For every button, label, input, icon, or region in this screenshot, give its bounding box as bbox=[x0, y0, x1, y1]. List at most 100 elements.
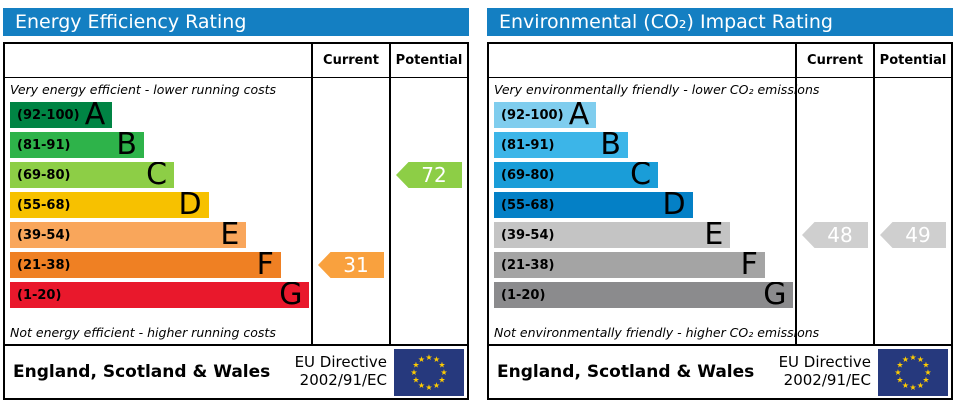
band-row-c: (69-80) C 72 bbox=[5, 160, 467, 190]
band-row-f: (21-38) F 31 bbox=[5, 250, 467, 280]
environmental-impact-panel: Environmental (CO₂) Impact Rating Curren… bbox=[487, 8, 953, 400]
band-range: (1-20) bbox=[501, 287, 546, 303]
svg-text:★: ★ bbox=[922, 375, 929, 384]
svg-text:★: ★ bbox=[433, 381, 440, 390]
band-range: (92-100) bbox=[501, 107, 564, 123]
band-letter: C bbox=[146, 162, 168, 188]
band-row-e: (39-54) E bbox=[5, 220, 467, 250]
svg-text:★: ★ bbox=[418, 381, 425, 390]
svg-text:★: ★ bbox=[924, 368, 931, 377]
band-letter: E bbox=[220, 222, 240, 248]
band-bar-g: (1-20) G bbox=[10, 282, 310, 308]
band-range: (92-100) bbox=[17, 107, 80, 123]
eu-directive-label: EU Directive 2002/91/EC bbox=[778, 353, 871, 389]
band-letter: G bbox=[763, 282, 787, 308]
bands-area: Very environmentally friendly - lower CO… bbox=[489, 78, 951, 344]
band-bar-f: (21-38) F bbox=[494, 252, 765, 278]
band-range: (69-80) bbox=[501, 167, 555, 183]
band-range: (55-68) bbox=[501, 197, 555, 213]
band-letter: C bbox=[630, 162, 652, 188]
svg-text:★: ★ bbox=[440, 368, 447, 377]
band-letter: F bbox=[256, 252, 274, 278]
footer: England, Scotland & Wales EU Directive 2… bbox=[489, 344, 951, 398]
eu-flag-icon: ★ ★★★★★★★★★★★ bbox=[394, 348, 464, 396]
top-note-row: Very energy efficient - lower running co… bbox=[5, 78, 467, 100]
band-row-a: (92-100) A bbox=[489, 100, 951, 130]
eu-directive-label: EU Directive 2002/91/EC bbox=[294, 353, 387, 389]
svg-text:★: ★ bbox=[418, 355, 425, 364]
band-row-a: (92-100) A bbox=[5, 100, 467, 130]
svg-text:★: ★ bbox=[412, 360, 419, 369]
svg-text:★: ★ bbox=[438, 360, 445, 369]
bands-area: Very energy efficient - lower running co… bbox=[5, 78, 467, 344]
footer: England, Scotland & Wales EU Directive 2… bbox=[5, 344, 467, 398]
rating-table: Current Potential Very environmentally f… bbox=[487, 42, 953, 400]
svg-text:★: ★ bbox=[410, 368, 417, 377]
potential-column-header: Potential bbox=[389, 44, 467, 77]
band-bar-g: (1-20) G bbox=[494, 282, 794, 308]
svg-text:★: ★ bbox=[909, 383, 916, 392]
band-letter: D bbox=[662, 192, 686, 218]
current-rating-arrow: 31 bbox=[318, 252, 384, 278]
band-range: (1-20) bbox=[17, 287, 62, 303]
header-spacer bbox=[5, 44, 311, 77]
band-range: (81-91) bbox=[17, 137, 71, 153]
band-bar-b: (81-91) B bbox=[10, 132, 144, 158]
band-bar-c: (69-80) C bbox=[494, 162, 659, 188]
svg-text:★: ★ bbox=[922, 360, 929, 369]
band-letter: B bbox=[116, 132, 137, 158]
band-bar-e: (39-54) E bbox=[10, 222, 247, 248]
top-note: Very energy efficient - lower running co… bbox=[10, 81, 277, 97]
svg-text:★: ★ bbox=[909, 353, 916, 362]
bottom-note: Not environmentally friendly - higher CO… bbox=[494, 325, 820, 340]
band-range: (39-54) bbox=[501, 227, 555, 243]
column-header-row: Current Potential bbox=[5, 44, 467, 78]
svg-text:★: ★ bbox=[433, 355, 440, 364]
band-row-e: (39-54) E 48 49 bbox=[489, 220, 951, 250]
band-row-d: (55-68) D bbox=[5, 190, 467, 220]
band-row-b: (81-91) B bbox=[489, 130, 951, 160]
band-range: (69-80) bbox=[17, 167, 71, 183]
svg-text:★: ★ bbox=[917, 355, 924, 364]
eu-flag-icon: ★ ★★★★★★★★★★★ bbox=[878, 348, 948, 396]
svg-text:★: ★ bbox=[438, 375, 445, 384]
column-header-row: Current Potential bbox=[489, 44, 951, 78]
current-column-header: Current bbox=[311, 44, 389, 77]
svg-text:★: ★ bbox=[917, 381, 924, 390]
potential-rating-arrow: 49 bbox=[880, 222, 946, 248]
region-label: England, Scotland & Wales bbox=[497, 362, 755, 382]
energy-efficiency-panel: Energy Efficiency Rating Current Potenti… bbox=[3, 8, 469, 400]
header-spacer bbox=[489, 44, 795, 77]
band-letter: E bbox=[704, 222, 724, 248]
band-range: (21-38) bbox=[17, 257, 71, 273]
current-rating-arrow: 48 bbox=[802, 222, 868, 248]
band-letter: A bbox=[84, 102, 106, 128]
band-row-b: (81-91) B bbox=[5, 130, 467, 160]
bottom-note-row: Not energy efficient - higher running co… bbox=[5, 310, 467, 344]
band-bar-b: (81-91) B bbox=[494, 132, 628, 158]
rating-table: Current Potential Very energy efficient … bbox=[3, 42, 469, 400]
band-letter: B bbox=[600, 132, 621, 158]
band-range: (81-91) bbox=[501, 137, 555, 153]
svg-text:★: ★ bbox=[894, 368, 901, 377]
band-row-f: (21-38) F bbox=[489, 250, 951, 280]
top-note: Very environmentally friendly - lower CO… bbox=[494, 81, 820, 97]
band-letter: D bbox=[178, 192, 202, 218]
band-bar-a: (92-100) A bbox=[10, 102, 113, 128]
band-range: (55-68) bbox=[17, 197, 71, 213]
band-bar-a: (92-100) A bbox=[494, 102, 597, 128]
band-row-g: (1-20) G bbox=[5, 280, 467, 310]
svg-text:★: ★ bbox=[425, 383, 432, 392]
top-note-row: Very environmentally friendly - lower CO… bbox=[489, 78, 951, 100]
band-letter: A bbox=[568, 102, 590, 128]
band-bar-f: (21-38) F bbox=[10, 252, 281, 278]
band-bar-d: (55-68) D bbox=[10, 192, 209, 218]
panel-title: Energy Efficiency Rating bbox=[3, 8, 469, 36]
band-range: (21-38) bbox=[501, 257, 555, 273]
svg-text:★: ★ bbox=[902, 381, 909, 390]
band-bar-e: (39-54) E bbox=[494, 222, 731, 248]
current-column-header: Current bbox=[795, 44, 873, 77]
band-row-g: (1-20) G bbox=[489, 280, 951, 310]
svg-text:★: ★ bbox=[896, 375, 903, 384]
band-range: (39-54) bbox=[17, 227, 71, 243]
